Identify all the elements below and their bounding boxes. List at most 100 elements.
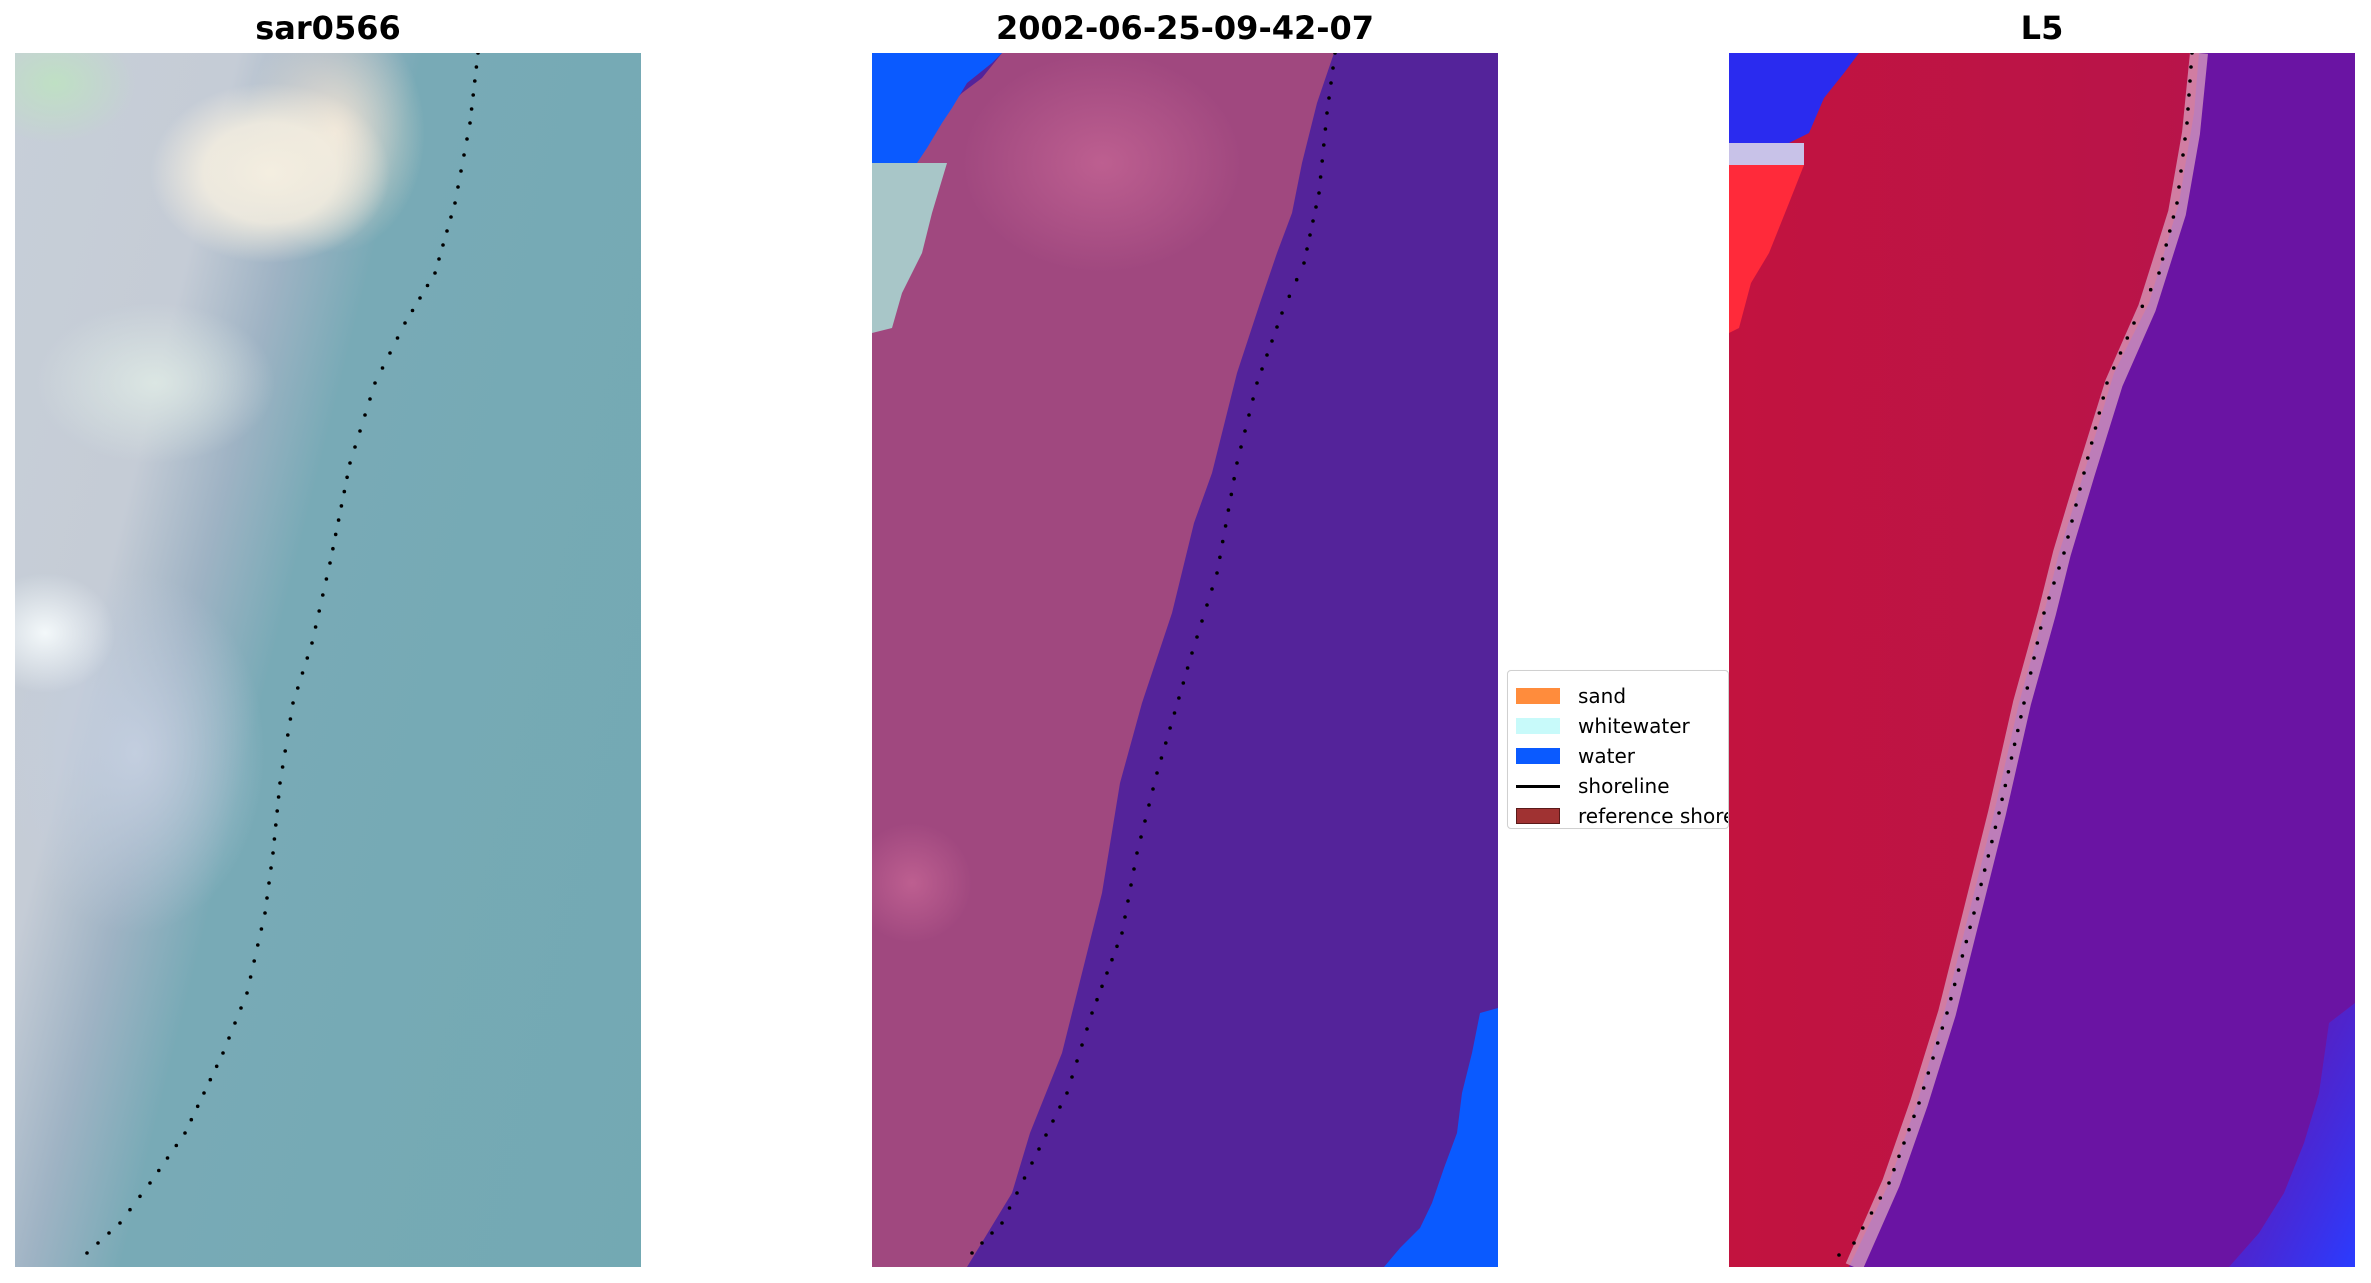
shoreline-dot [1205,603,1209,607]
shoreline-dot [2157,271,2161,275]
classification-map [872,53,1498,1267]
shoreline-dot [1917,1101,1921,1105]
shoreline-dot [474,65,479,69]
legend: sand whitewater water shoreline referenc… [1507,670,1729,829]
shoreline-dot [2186,107,2190,111]
shoreline-dot [328,561,332,565]
shoreline-dot [1982,868,1987,872]
shoreline-dot [1320,159,1324,163]
shoreline-dot [1931,1056,1935,1060]
shoreline-dot [1331,66,1335,70]
shoreline-dot [2062,551,2066,555]
shoreline-dot [342,489,347,494]
shoreline-dot [267,881,271,885]
shoreline-dot [2101,396,2105,400]
shoreline-dot [221,1051,225,1055]
shoreline-dot [2175,201,2179,205]
shoreline-dot [138,1194,142,1199]
water-index-panel [1729,53,2355,1267]
shoreline-dot [1255,381,1259,385]
shoreline-dot [1007,1206,1012,1210]
shoreline-dot [1878,1196,1883,1200]
shoreline-dot [1311,219,1315,223]
sand-swatch [1516,688,1560,704]
shoreline-dot [280,765,285,769]
shoreline-dot [2006,770,2011,774]
shoreline-dot [1220,539,1225,544]
shoreline-dot [1892,1167,1896,1172]
shoreline-dot [462,153,466,157]
whitewater-class-region [872,163,947,333]
shoreline-dot [336,518,341,522]
shoreline-dot [1095,997,1099,1002]
shoreline-dot [1155,771,1159,775]
shoreline-dot [2179,169,2183,173]
shoreline-dot [288,717,293,721]
shoreline-dot [1940,1026,1945,1030]
shoreline-dot [2078,487,2082,491]
shoreline-dot [1327,96,1331,100]
shoreline-dot [291,701,295,705]
index-bright-patch [1729,143,1804,165]
water-index-map [1729,53,2355,1267]
classification-panel [872,53,1498,1267]
shoreline-dot [1975,896,1980,901]
sand-highlight [872,823,972,943]
shoreline-dot [1058,1105,1062,1109]
shoreline-dot [2022,701,2026,705]
shoreline-dot [1325,111,1329,115]
shoreline-dot [468,121,472,125]
legend-item-sand: sand [1516,681,1626,711]
shoreline-dot [324,577,329,581]
shoreline-dot [1294,277,1299,282]
shoreline-dot [1226,508,1231,512]
shoreline-dot [1926,1071,1931,1075]
shoreline-dot [353,445,357,449]
shoreline-dot [265,896,269,900]
shoreline-dot [1990,839,1994,844]
shoreline-dot [441,243,445,247]
shoreline-dot [107,1231,111,1235]
shoreline-dot [1215,571,1219,575]
shoreline-dot [333,532,338,537]
shoreline-dot [1172,711,1177,715]
shoreline-dot [1317,191,1321,195]
shoreline-dot [1135,851,1139,855]
legend-label: whitewater [1578,714,1690,738]
shoreline-dot [1143,819,1147,823]
shoreline-dot [453,201,457,205]
shoreline-dot [1090,1011,1094,1015]
panel-title-rgb: sar0566 [255,9,401,47]
shoreline-dot [345,475,349,480]
shoreline-dot [148,1181,152,1185]
legend-label: sand [1578,684,1627,708]
shoreline-dot [388,351,392,355]
index-water-blue-se [2229,1003,2355,1267]
shoreline-dot [449,215,453,219]
shoreline-dot [1968,925,1972,930]
shoreline-dot [1218,555,1222,560]
shoreline-dot [1051,1119,1055,1123]
shoreline-dot [358,429,362,433]
shoreline-dot [1912,1114,1916,1119]
shoreline-dot [1956,968,1961,972]
shoreline-dot [189,1117,194,1122]
shoreline-dot [1037,1147,1041,1151]
shoreline-dot [1852,1241,1856,1245]
shoreline-dot [1044,1133,1048,1137]
shoreline-dot [2188,79,2192,83]
shoreline-dot [1030,1161,1034,1165]
shoreline-dot [271,851,275,855]
shoreline-dot [214,1064,219,1069]
shoreline-dot [410,308,415,313]
shoreline-dot [459,169,463,173]
shoreline-dot [321,593,325,597]
shoreline-dot [2070,519,2074,523]
shoreline-dot [1075,1059,1079,1063]
shoreline-dot [1239,445,1243,449]
shoreline-dot [2035,641,2040,645]
shoreline-dot [1177,696,1181,700]
shoreline-dot [348,461,352,465]
shoreline-dot [310,641,314,645]
whitewater-swatch [1516,718,1560,734]
